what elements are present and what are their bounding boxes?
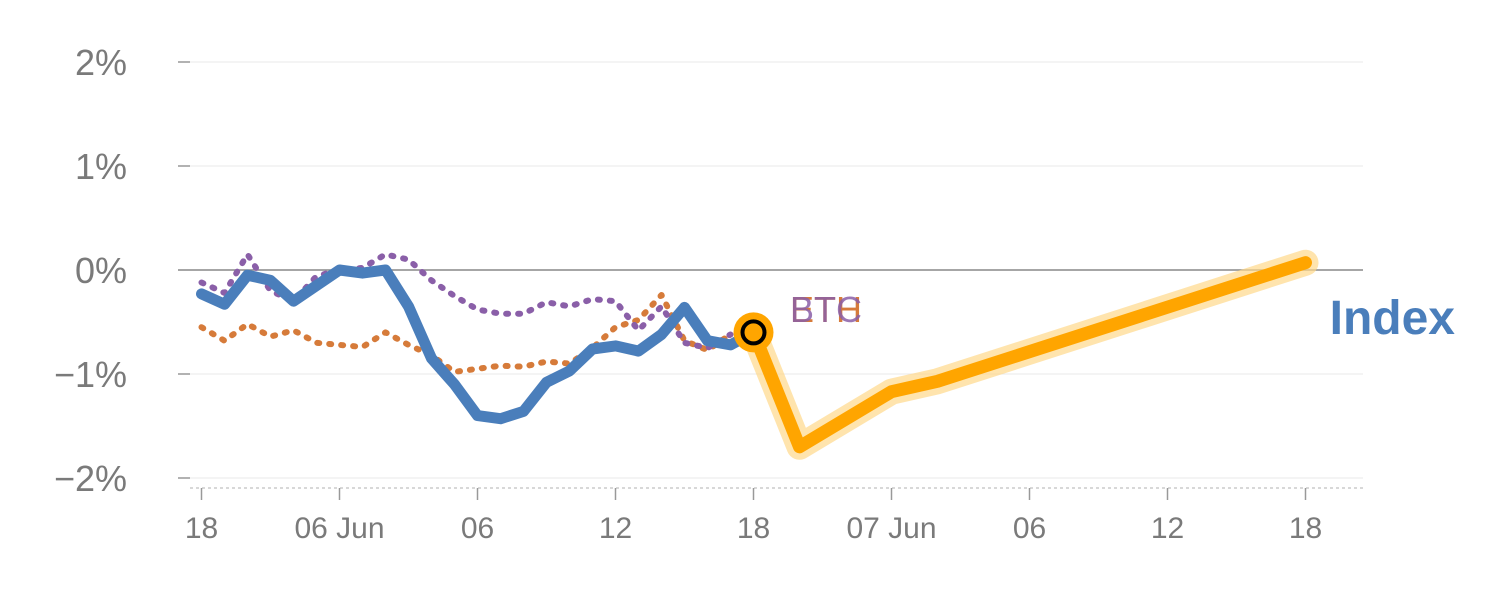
y-tick-label: 2% <box>75 42 127 83</box>
x-tick-label: 06 Jun <box>294 512 384 545</box>
x-tick-label: 12 <box>1151 512 1184 545</box>
x-axis: 18 06 Jun 06 12 18 07 Jun 06 12 18 <box>185 487 1363 545</box>
x-tick-label: 06 <box>1013 512 1046 545</box>
series-lines <box>196 249 1319 460</box>
series-label-btc: BTC <box>790 289 862 330</box>
series-line-index <box>196 264 759 425</box>
current-value-marker <box>740 319 767 346</box>
y-tick-label: 1% <box>75 146 127 187</box>
y-axis-tick-labels: 2% 1% 0% −1% −2% <box>54 42 127 499</box>
series-label-index: Index <box>1330 292 1456 345</box>
series-line-btc <box>198 251 734 351</box>
x-tick-label: 18 <box>737 512 770 545</box>
x-tick-label: 07 Jun <box>846 512 936 545</box>
y-tick-label: 0% <box>75 250 127 291</box>
x-tick-label: 12 <box>599 512 632 545</box>
current-value-halo <box>733 312 774 353</box>
series-line-eth <box>198 292 734 375</box>
x-tick-label: 06 <box>461 512 494 545</box>
series-label-eth: ETH <box>790 289 862 330</box>
x-tick-label: 18 <box>185 512 218 545</box>
forecast-line <box>747 256 1312 454</box>
x-tick-label: 18 <box>1289 512 1322 545</box>
y-tick-label: −2% <box>54 458 127 499</box>
y-tick-label: −1% <box>54 354 127 395</box>
